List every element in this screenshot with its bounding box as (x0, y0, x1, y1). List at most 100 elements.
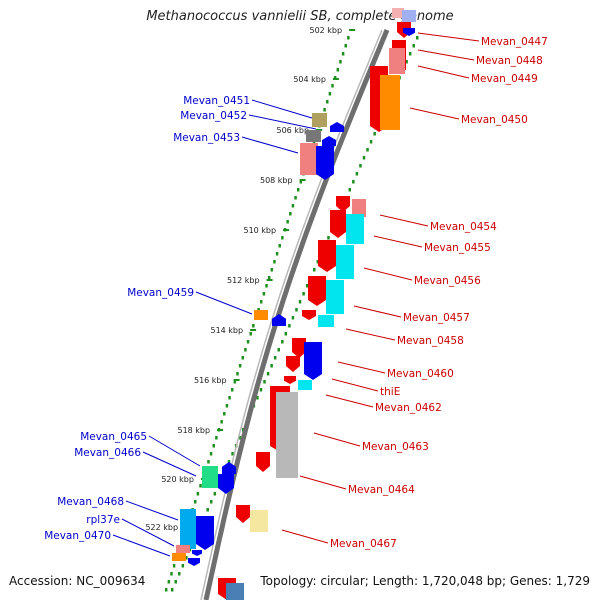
ruler-tick-mark (217, 429, 224, 431)
gene-label-right: Mevan_0455 (424, 242, 491, 254)
leader-line (337, 361, 386, 374)
leader-line (125, 500, 179, 521)
gene-block (346, 214, 364, 244)
gene-label-left: Mevan_0468 (57, 496, 124, 508)
gene-block (300, 143, 318, 175)
leader-line (251, 99, 313, 119)
backbone-shadow-line (200, 29, 383, 600)
leader-line (313, 432, 361, 447)
gene-block (256, 452, 270, 472)
gene-label-right: Mevan_0467 (330, 538, 397, 550)
gene-block (176, 545, 190, 553)
gene-block (302, 310, 316, 320)
gene-label-left: Mevan_0466 (74, 447, 141, 459)
gene-label-left: Mevan_0465 (80, 431, 147, 443)
gene-block (298, 380, 312, 390)
genome-summary-text: Topology: circular; Length: 1,720,048 bp… (260, 574, 590, 588)
ruler-tick-mark (250, 329, 257, 331)
gene-block (172, 553, 186, 561)
leader-line (325, 394, 374, 408)
gene-block (192, 550, 202, 556)
leader-line (363, 267, 413, 281)
gene-label-right: Mevan_0447 (481, 36, 548, 48)
gene-block (402, 10, 416, 22)
gene-block (196, 516, 214, 550)
gene-block (318, 315, 334, 327)
gene-block (352, 199, 366, 217)
gene-block (236, 505, 250, 523)
gene-block (316, 146, 334, 180)
gene-block (188, 558, 200, 566)
gene-block (304, 342, 322, 380)
gene-label-right: Mevan_0450 (461, 114, 528, 126)
leader-line (417, 32, 480, 42)
gene-label-right: Mevan_0460 (387, 368, 454, 380)
leader-line (112, 534, 171, 557)
map-title: Methanococcus vannielii SB, complete gen… (146, 9, 454, 24)
gene-block (380, 75, 400, 130)
gene-block (180, 509, 196, 549)
gene-label-left: Mevan_0451 (183, 95, 250, 107)
gene-label-right: Mevan_0454 (430, 221, 497, 233)
gene-block (330, 122, 344, 132)
leader-line (417, 65, 470, 79)
ruler-tick-mark (283, 229, 290, 231)
gene-label-right: Mevan_0448 (476, 55, 543, 67)
gene-block (322, 136, 336, 146)
leader-line (345, 328, 396, 341)
gene-block (389, 48, 405, 74)
ruler-tick-label: 516 kbp (194, 376, 227, 385)
gene-block (312, 113, 327, 127)
gene-label-right: Mevan_0462 (375, 402, 442, 414)
gene-block (326, 280, 344, 314)
gene-block (392, 8, 404, 18)
gene-label-right: Mevan_0456 (414, 275, 481, 287)
ruler-tick-mark (349, 29, 356, 31)
ruler-tick-label: 514 kbp (210, 326, 243, 335)
ruler-tick-label: 518 kbp (177, 426, 210, 435)
leader-line (373, 235, 423, 248)
gene-block (306, 130, 321, 142)
leader-line (195, 291, 253, 315)
gene-block (202, 466, 218, 488)
ruler-tick-label: 522 kbp (145, 523, 178, 532)
gene-block (284, 376, 296, 384)
ruler-tick-label: 510 kbp (243, 226, 276, 235)
gene-label-left: Mevan_0470 (44, 530, 111, 542)
gene-block (218, 474, 234, 494)
leader-line (241, 136, 299, 154)
leader-line (142, 451, 197, 477)
gene-block (254, 310, 268, 320)
ruler-tick-label: 520 kbp (161, 475, 194, 484)
gene-block (226, 583, 244, 600)
gene-block (276, 392, 298, 478)
leader-line (121, 518, 175, 547)
ruler-tick-mark (266, 279, 273, 281)
ruler-tick-label: 512 kbp (227, 276, 260, 285)
gene-block (318, 240, 336, 272)
accession-text: Accession: NC_009634 (9, 574, 146, 588)
gene-block (403, 28, 415, 36)
gene-label-left: Mevan_0453 (173, 132, 240, 144)
gene-label-right: Mevan_0457 (403, 312, 470, 324)
gene-block (286, 356, 300, 372)
gene-label-left: Mevan_0452 (180, 110, 247, 122)
gene-label-right: thiE (380, 386, 400, 398)
leader-line (409, 107, 460, 120)
gene-block (272, 314, 286, 326)
ruler-tick-mark (233, 379, 240, 381)
leader-line (299, 475, 347, 490)
leader-line (148, 435, 201, 467)
ruler-tick-label: 504 kbp (293, 75, 326, 84)
ruler-tick-mark (299, 179, 306, 181)
gene-label-right: Mevan_0463 (362, 441, 429, 453)
leader-line (417, 49, 475, 61)
gene-block (336, 245, 354, 279)
leader-line (379, 214, 429, 227)
gene-block (222, 462, 236, 474)
ruler-tick-label: 506 kbp (276, 126, 309, 135)
gene-label-right: Mevan_0449 (471, 73, 538, 85)
gene-label-left: rpl37e (86, 514, 120, 526)
gene-block (250, 510, 268, 532)
